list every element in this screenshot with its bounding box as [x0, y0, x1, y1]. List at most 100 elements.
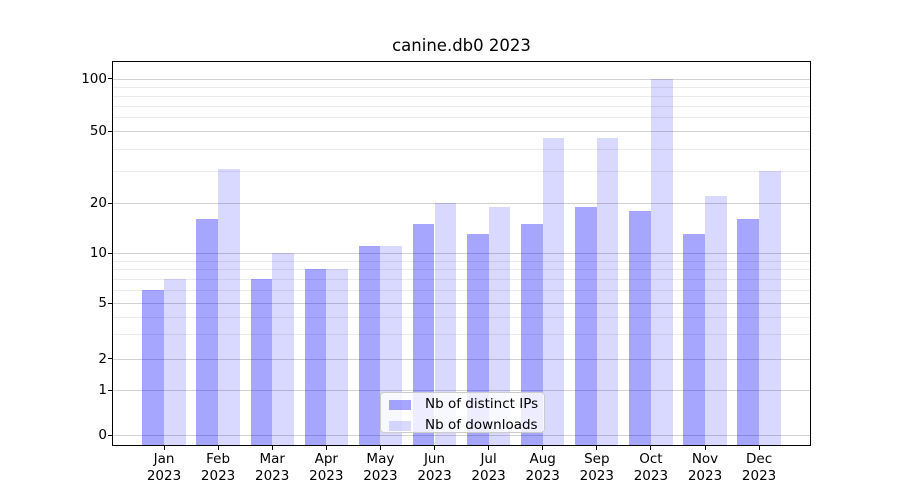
- x-tick-label-year: 2023: [417, 467, 452, 484]
- x-tick-label-aug: Aug 2023: [511, 451, 575, 484]
- x-tick-mark-aug: [542, 446, 544, 450]
- bar-jun-nb-of-distinct-ips: [412, 224, 435, 445]
- gridline-y-5: [113, 303, 810, 304]
- legend-label-distinct-ips: Nb of distinct IPs: [425, 396, 539, 412]
- bar-apr-nb-of-downloads: [326, 269, 348, 445]
- x-tick-label-year: 2023: [363, 467, 398, 484]
- y-tick-mark-0: [108, 434, 112, 436]
- gridline-y-0: [113, 435, 810, 437]
- bar-dec-nb-of-distinct-ips: [737, 219, 760, 445]
- y-tick-label-50: 50: [89, 123, 107, 139]
- bar-sep-nb-of-downloads: [596, 137, 619, 445]
- x-tick-label-month: Feb: [206, 451, 231, 467]
- x-tick-label-apr: Apr 2023: [294, 451, 358, 484]
- x-tick-mark-sep: [596, 446, 598, 450]
- bar-may-nb-of-distinct-ips: [358, 246, 381, 445]
- legend-swatch-distinct-ips: [389, 400, 411, 410]
- x-tick-label-jul: Jul 2023: [457, 451, 521, 484]
- plot-area: Nb of distinct IPs Nb of downloads: [112, 61, 811, 446]
- y-tick-mark-5: [108, 302, 112, 304]
- bar-jul-nb-of-downloads: [488, 207, 511, 445]
- x-tick-label-month: Oct: [639, 451, 663, 467]
- x-tick-label-year: 2023: [687, 467, 723, 484]
- x-tick-label-month: Aug: [529, 451, 556, 467]
- x-tick-label-oct: Oct 2023: [619, 451, 683, 484]
- x-tick-label-sep: Sep 2023: [565, 451, 629, 484]
- minor-gridline-y-40: [113, 148, 810, 150]
- bar-aug-nb-of-downloads: [542, 137, 565, 445]
- legend-swatch-downloads: [389, 421, 411, 431]
- x-tick-label-nov: Nov 2023: [673, 451, 737, 484]
- y-tick-mark-20: [108, 202, 112, 204]
- y-tick-label-0: 0: [98, 427, 107, 444]
- x-tick-mark-jul: [488, 446, 490, 450]
- gridline-y-20: [113, 203, 810, 205]
- gridline-y-10: [113, 253, 810, 255]
- bar-nov-nb-of-downloads: [705, 195, 727, 445]
- y-tick-label-2: 2: [98, 350, 107, 367]
- chart-title: canine.db0 2023: [392, 36, 531, 55]
- x-tick-label-year: 2023: [471, 467, 506, 484]
- x-tick-label-may: May 2023: [348, 451, 412, 484]
- bar-oct-nb-of-downloads: [650, 78, 673, 445]
- x-tick-label-year: 2023: [633, 467, 669, 484]
- bar-nov-nb-of-distinct-ips: [683, 234, 705, 445]
- x-tick-label-jun: Jun 2023: [403, 451, 467, 484]
- x-tick-label-year: 2023: [579, 467, 614, 484]
- y-tick-label-10: 10: [89, 245, 107, 262]
- minor-gridline-y-3: [113, 334, 810, 336]
- bar-jan-nb-of-distinct-ips: [142, 289, 164, 445]
- y-tick-label-100: 100: [81, 70, 107, 87]
- x-tick-label-year: 2023: [255, 467, 290, 484]
- bar-jun-nb-of-downloads: [434, 203, 457, 445]
- gridline-y-100: [113, 78, 810, 80]
- x-tick-mark-oct: [650, 446, 652, 450]
- gridline-y-2: [113, 358, 810, 360]
- minor-gridline-y-30: [113, 171, 810, 173]
- y-tick-mark-10: [108, 252, 112, 254]
- bar-aug-nb-of-distinct-ips: [521, 224, 543, 445]
- y-tick-mark-2: [108, 358, 112, 360]
- bar-mar-nb-of-distinct-ips: [250, 278, 273, 445]
- x-tick-label-month: Mar: [259, 451, 285, 467]
- x-tick-label-month: Jun: [423, 451, 446, 467]
- minor-gridline-y-9: [113, 260, 810, 262]
- x-tick-mark-may: [379, 446, 381, 450]
- x-tick-label-dec: Dec 2023: [727, 451, 791, 484]
- x-tick-label-feb: Feb 2023: [186, 451, 250, 484]
- bar-feb-nb-of-distinct-ips: [196, 219, 219, 445]
- gridline-y-1: [113, 390, 810, 392]
- x-tick-label-year: 2023: [309, 467, 344, 484]
- bar-dec-nb-of-downloads: [759, 171, 781, 445]
- legend: Nb of distinct IPs Nb of downloads: [380, 392, 545, 433]
- minor-gridline-y-70: [113, 105, 810, 107]
- x-tick-label-year: 2023: [200, 467, 236, 484]
- x-tick-label-month: Dec: [746, 451, 773, 467]
- x-tick-mark-dec: [758, 446, 760, 450]
- y-tick-label-1: 1: [98, 382, 107, 399]
- gridline-y-50: [113, 131, 810, 132]
- x-tick-mark-jun: [434, 446, 435, 450]
- x-tick-label-month: Nov: [691, 451, 719, 467]
- y-tick-mark-1: [108, 389, 112, 391]
- legend-label-downloads: Nb of downloads: [425, 417, 538, 433]
- bar-sep-nb-of-distinct-ips: [575, 207, 597, 445]
- bar-oct-nb-of-distinct-ips: [629, 210, 651, 445]
- minor-gridline-y-4: [113, 316, 810, 318]
- x-tick-mark-jan: [163, 446, 165, 450]
- x-tick-label-month: May: [366, 451, 395, 467]
- x-tick-label-month: Jul: [480, 451, 497, 467]
- y-tick-mark-100: [108, 78, 112, 80]
- x-tick-mark-mar: [271, 446, 273, 450]
- x-tick-label-month: Jan: [153, 451, 175, 467]
- bar-mar-nb-of-downloads: [272, 253, 294, 445]
- minor-gridline-y-7: [113, 278, 810, 280]
- minor-gridline-y-80: [113, 95, 810, 97]
- x-tick-label-month: Sep: [584, 451, 610, 467]
- x-tick-label-year: 2023: [525, 467, 560, 484]
- x-tick-label-jan: Jan 2023: [132, 451, 196, 484]
- y-tick-mark-50: [108, 130, 112, 132]
- x-tick-mark-nov: [704, 446, 706, 450]
- bar-apr-nb-of-distinct-ips: [304, 269, 327, 445]
